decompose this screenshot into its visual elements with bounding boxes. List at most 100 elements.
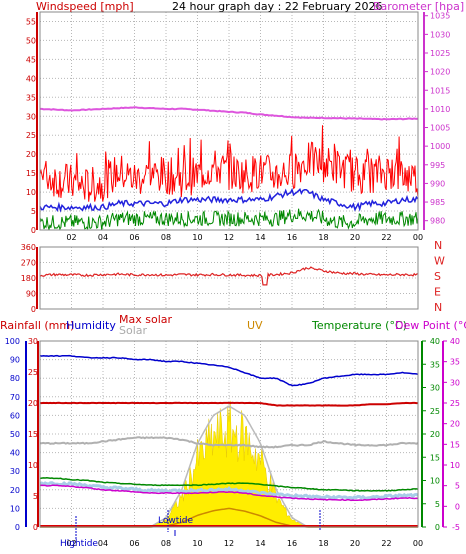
solar-line	[40, 436, 419, 449]
x-tick-label: 00	[413, 233, 423, 242]
rainfall-tick-label: 15	[28, 430, 38, 439]
temperature-tick-label: 40	[430, 337, 440, 346]
x-tick-label: 02	[66, 539, 76, 548]
barometer-tick-label: 1000	[430, 142, 450, 151]
temperature-tick-label: 35	[430, 360, 440, 369]
chart-title: 24 hour graph day : 22 February 2026	[172, 0, 383, 13]
dew-point-tick-label: 10	[450, 461, 460, 470]
wind-average-line	[39, 187, 419, 213]
barometer-tick-label: 1005	[430, 124, 450, 133]
x-tick-label: 02	[66, 233, 76, 242]
humidity-tick-label: 60	[10, 411, 20, 420]
rainfall-tick-label: 30	[28, 337, 38, 346]
humidity-tick-label: 30	[10, 467, 20, 476]
plot-frame	[39, 340, 419, 528]
dew-point-tick-label: 15	[450, 440, 460, 449]
x-tick-label: 08	[161, 233, 171, 242]
direction-tick-label: 90	[26, 290, 36, 299]
barometer-tick-label: 1035	[430, 12, 450, 21]
windspeed-tick-label: 35	[26, 93, 36, 102]
temperature-tick-label: 25	[430, 407, 440, 416]
humidity-tick-label: 20	[10, 486, 20, 495]
x-tick-label: 22	[381, 539, 391, 548]
x-tick-label: 16	[287, 233, 297, 242]
direction-tick-label: 0	[31, 305, 36, 314]
wind-low-line	[39, 208, 419, 231]
humidity-tick-label: 50	[10, 430, 20, 439]
x-tick-label: 12	[224, 233, 234, 242]
windspeed-tick-label: 20	[26, 150, 36, 159]
temperature-tick-label: 0	[435, 523, 440, 532]
rainfall-tick-label: 0	[33, 523, 38, 532]
windspeed-tick-label: 25	[26, 131, 36, 140]
x-tick-label: 06	[129, 539, 139, 548]
rainfall-tick-label: 10	[28, 461, 38, 470]
direction-chart-series	[39, 266, 419, 286]
temperature-tick-label: 10	[430, 477, 440, 486]
x-tick-label: 20	[350, 233, 360, 242]
wind-gust-line	[39, 125, 419, 202]
barometer-tick-label: 1020	[430, 68, 450, 77]
temperature-tick-label: 15	[430, 453, 440, 462]
dew-point-line	[39, 484, 419, 502]
x-tick-label: 18	[318, 539, 328, 548]
compass-label: E	[434, 286, 441, 299]
compass-label: N	[434, 301, 442, 314]
humidity-tick-label: 40	[10, 449, 20, 458]
humidity-tick-label: 70	[10, 393, 20, 402]
plot-frame	[39, 11, 419, 231]
barometer-tick-label: 980	[430, 217, 445, 226]
dew-point-tick-label: -5	[452, 523, 460, 532]
dew-point-tick-label: 5	[455, 482, 460, 491]
barometer-tick-label: 1030	[430, 30, 450, 39]
humidity-tick-label: 0	[15, 523, 20, 532]
rainfall-line	[39, 401, 418, 407]
dew-point-tick-label: 35	[450, 358, 460, 367]
barometer-axis-title: Barometer [hpa]	[373, 0, 464, 13]
dew-point-band	[39, 481, 419, 501]
direction-tick-label: 360	[21, 243, 36, 252]
dew-point-tick-label: 25	[450, 399, 460, 408]
compass-label: S	[434, 270, 441, 283]
wind-direction-line	[39, 266, 419, 286]
x-tick-label: 10	[192, 233, 202, 242]
barometer-tick-label: 1015	[430, 86, 450, 95]
top-chart-series	[39, 106, 419, 231]
x-tick-label: 16	[287, 539, 297, 548]
windspeed-tick-label: 45	[26, 55, 36, 64]
barometer-tick-label: 995	[430, 161, 445, 170]
windspeed-axis-title: Windspeed [mph]	[36, 0, 134, 13]
compass-label: N	[434, 239, 442, 252]
uv-legend: UV	[247, 319, 263, 332]
x-tick-label: 22	[381, 233, 391, 242]
x-tick-label: 12	[224, 539, 234, 548]
dew-point-tick-label: 20	[450, 420, 460, 429]
x-tick-label: 18	[318, 233, 328, 242]
humidity-line	[39, 354, 419, 387]
windspeed-tick-label: 40	[26, 74, 36, 83]
temperature-tick-label: 5	[435, 500, 440, 509]
plot-frame	[39, 246, 419, 310]
dew-point-tick-label: 40	[450, 337, 460, 346]
x-tick-label: 14	[255, 233, 265, 242]
windspeed-tick-label: 30	[26, 112, 36, 121]
direction-tick-label: 180	[21, 274, 36, 283]
barometer-tick-label: 1025	[430, 49, 450, 58]
x-tick-label: 00	[413, 539, 423, 548]
x-tick-label: 10	[192, 539, 202, 548]
windspeed-tick-label: 55	[26, 17, 36, 26]
windspeed-tick-label: 50	[26, 36, 36, 45]
humidity-axis-title: Humidity	[66, 319, 116, 332]
barometer-tick-label: 985	[430, 198, 445, 207]
temperature-axis-title: Temperature (°C)	[311, 319, 407, 332]
windspeed-tick-label: 0	[31, 226, 36, 235]
x-tick-label: 14	[255, 539, 265, 548]
humidity-tick-label: 80	[10, 374, 20, 383]
high-tide-label: Hightide	[60, 539, 98, 549]
rainfall-tick-label: 25	[28, 368, 38, 377]
bottom-chart-axes: 0102030405060708090100051015202530051015…	[5, 337, 460, 548]
compass-label: W	[434, 255, 445, 268]
